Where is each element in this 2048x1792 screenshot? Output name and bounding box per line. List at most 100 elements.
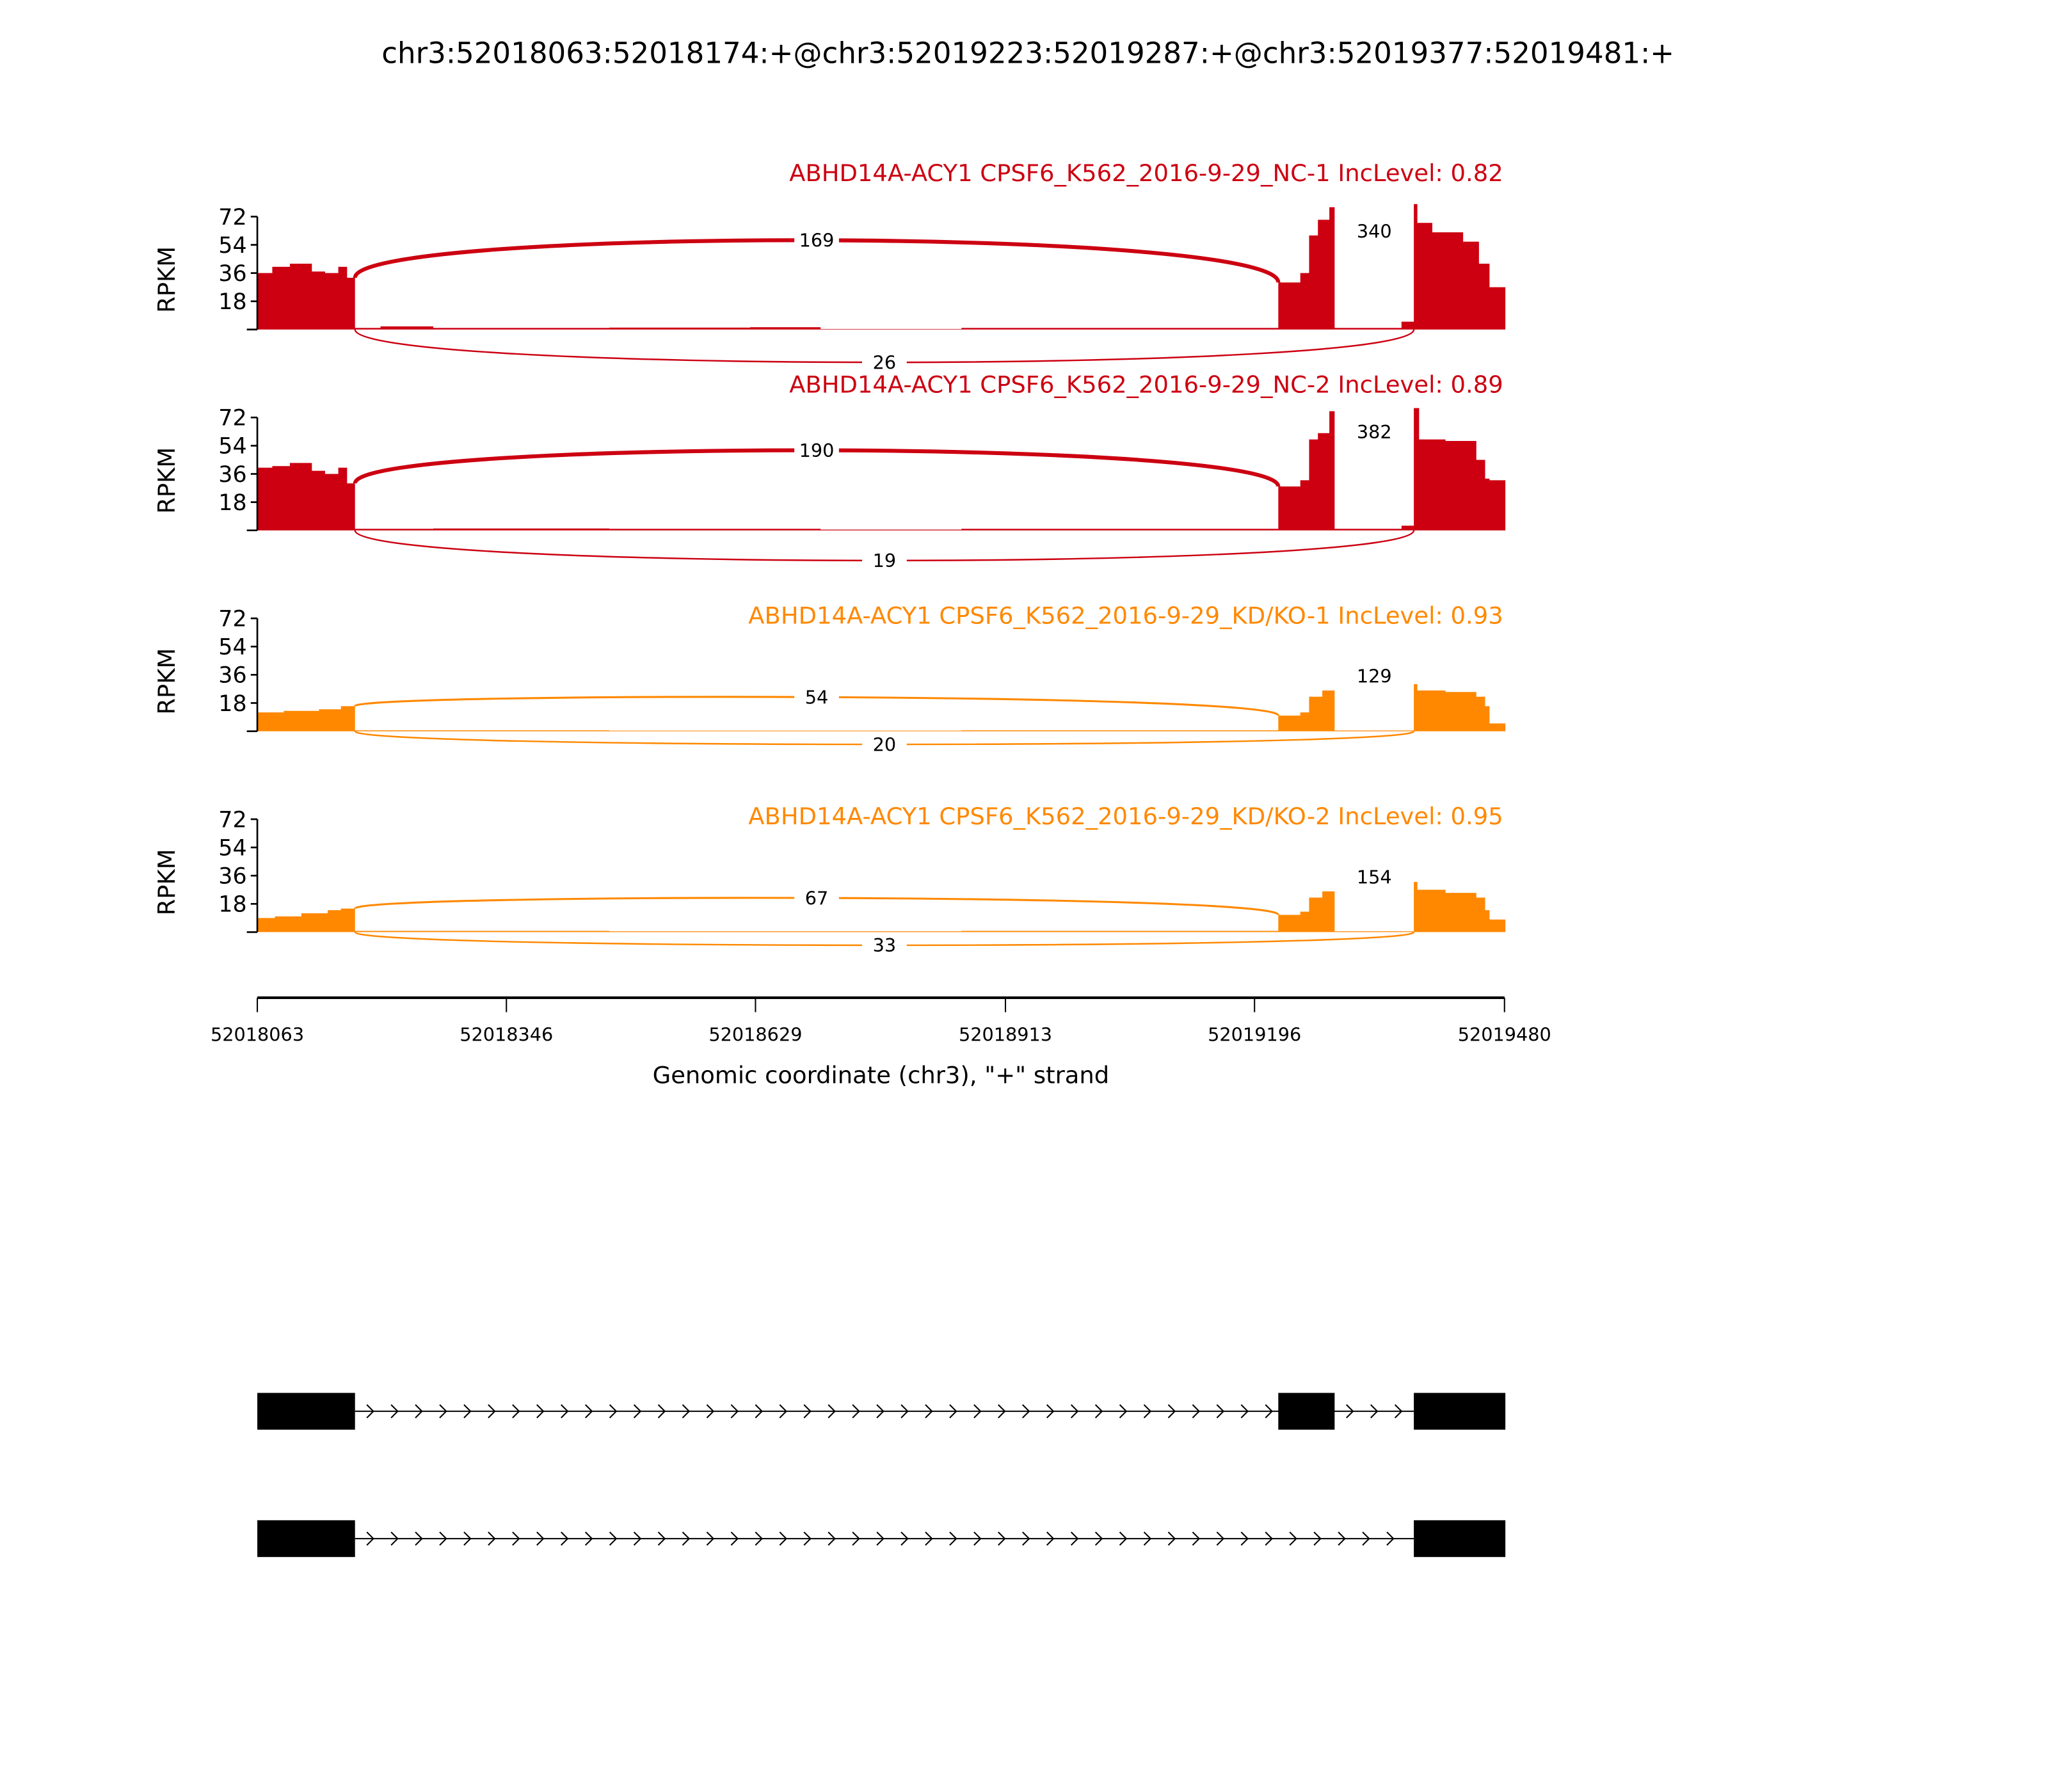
strand-arrow-icon bbox=[1362, 1532, 1370, 1546]
strand-arrow-icon bbox=[803, 1532, 812, 1546]
strand-arrow-icon bbox=[657, 1532, 666, 1546]
junction-count-exon1-exon3-bg bbox=[862, 933, 907, 957]
strand-arrow-icon bbox=[561, 1404, 569, 1419]
y-tick-label: 36 bbox=[218, 462, 246, 488]
strand-arrow-icon bbox=[633, 1404, 642, 1419]
coverage-area bbox=[257, 408, 1506, 531]
strand-arrow-icon bbox=[755, 1532, 764, 1546]
strand-arrow-icon bbox=[536, 1404, 545, 1419]
strand-arrow-icon bbox=[536, 1532, 545, 1546]
strand-arrow-icon bbox=[1070, 1404, 1079, 1419]
strand-arrow-icon bbox=[1313, 1532, 1322, 1546]
strand-arrow-icon bbox=[609, 1532, 618, 1546]
exon-block bbox=[1414, 1520, 1506, 1557]
strand-arrow-icon bbox=[463, 1532, 472, 1546]
x-tick-label: 52018063 bbox=[211, 1024, 304, 1046]
junction-count-exon1-exon3-bg bbox=[862, 350, 907, 374]
strand-arrow-icon bbox=[803, 1404, 812, 1419]
strand-arrow-icon bbox=[925, 1404, 933, 1419]
strand-arrow-icon bbox=[998, 1404, 1006, 1419]
exon-block bbox=[257, 1393, 355, 1430]
strand-arrow-icon bbox=[1094, 1404, 1103, 1419]
strand-arrow-icon bbox=[876, 1532, 884, 1546]
junction-count-exon1-exon2-bg bbox=[794, 886, 839, 910]
strand-arrow-icon bbox=[584, 1532, 593, 1546]
y-axis-label: RPKM bbox=[153, 246, 180, 313]
y-tick-label: 72 bbox=[218, 406, 246, 431]
exon-block bbox=[257, 1520, 355, 1557]
strand-arrow-icon bbox=[1370, 1404, 1379, 1419]
y-tick-label: 54 bbox=[218, 635, 246, 660]
junction-count-exon1-exon2: 54 bbox=[805, 686, 829, 708]
panel-title: ABHD14A-ACY1 CPSF6_K562_2016-9-29_NC-2 I… bbox=[789, 371, 1503, 398]
x-tick-label: 52018346 bbox=[460, 1024, 553, 1046]
strand-arrow-icon bbox=[561, 1532, 569, 1546]
strand-arrow-icon bbox=[1394, 1404, 1403, 1419]
panel-title: ABHD14A-ACY1 CPSF6_K562_2016-9-29_KD/KO-… bbox=[748, 803, 1503, 830]
strand-arrow-icon bbox=[682, 1404, 691, 1419]
y-tick-label: 36 bbox=[218, 261, 246, 287]
strand-arrow-icon bbox=[1289, 1532, 1297, 1546]
junction-count-exon1-exon2: 67 bbox=[805, 887, 829, 909]
strand-arrow-icon bbox=[512, 1532, 520, 1546]
transcript-2 bbox=[257, 1520, 1506, 1557]
strand-arrow-icon bbox=[852, 1532, 860, 1546]
strand-arrow-icon bbox=[1070, 1532, 1079, 1546]
strand-arrow-icon bbox=[390, 1532, 399, 1546]
strand-arrow-icon bbox=[900, 1532, 909, 1546]
junction-count-exon1-exon2: 169 bbox=[799, 230, 835, 252]
x-tick-label: 52018913 bbox=[959, 1024, 1052, 1046]
strand-arrow-icon bbox=[366, 1404, 374, 1419]
strand-arrow-icon bbox=[415, 1404, 423, 1419]
strand-arrow-icon bbox=[584, 1404, 593, 1419]
chart-title: chr3:52018063:52018174:+@chr3:52019223:5… bbox=[381, 36, 1674, 70]
strand-arrow-icon bbox=[755, 1404, 764, 1419]
x-tick-label: 52019196 bbox=[1208, 1024, 1301, 1046]
strand-arrow-icon bbox=[730, 1532, 739, 1546]
y-tick-label: 54 bbox=[218, 233, 246, 259]
y-axis-label: RPKM bbox=[153, 447, 180, 514]
strand-arrow-icon bbox=[1167, 1532, 1176, 1546]
junction-count-exon2-exon3: 340 bbox=[1357, 220, 1392, 242]
y-tick-label: 18 bbox=[218, 892, 246, 918]
strand-arrow-icon bbox=[1022, 1404, 1030, 1419]
junction-count-exon2-exon3: 129 bbox=[1357, 666, 1392, 687]
y-tick-label: 18 bbox=[218, 289, 246, 315]
coverage-area bbox=[257, 684, 1506, 732]
x-axis-label: Genomic coordinate (chr3), "+" strand bbox=[653, 1061, 1110, 1089]
strand-arrow-icon bbox=[1119, 1404, 1128, 1419]
panel-title: ABHD14A-ACY1 CPSF6_K562_2016-9-29_NC-1 I… bbox=[789, 159, 1503, 187]
strand-arrow-icon bbox=[1386, 1532, 1395, 1546]
strand-arrow-icon bbox=[1046, 1532, 1055, 1546]
y-tick-label: 72 bbox=[218, 205, 246, 230]
y-tick-label: 54 bbox=[218, 835, 246, 861]
strand-arrow-icon bbox=[1216, 1404, 1225, 1419]
strand-arrow-icon bbox=[949, 1404, 957, 1419]
exon-block bbox=[1414, 1393, 1506, 1430]
strand-arrow-icon bbox=[1119, 1532, 1128, 1546]
strand-arrow-icon bbox=[1265, 1404, 1273, 1419]
y-tick-label: 18 bbox=[218, 691, 246, 717]
y-axis-label: RPKM bbox=[153, 849, 180, 915]
x-axis: 52018063 52018346 52018629 52018913 52019196… bbox=[211, 996, 1551, 1046]
strand-arrow-icon bbox=[657, 1404, 666, 1419]
strand-arrow-icon bbox=[1216, 1532, 1225, 1546]
panel-title: ABHD14A-ACY1 CPSF6_K562_2016-9-29_KD/KO-… bbox=[748, 602, 1503, 629]
strand-arrow-icon bbox=[390, 1404, 399, 1419]
junction-count-exon2-exon3: 382 bbox=[1357, 421, 1392, 443]
exon-block bbox=[1278, 1393, 1335, 1430]
x-tick-label: 52018629 bbox=[708, 1024, 802, 1046]
strand-arrow-icon bbox=[512, 1404, 520, 1419]
y-axis-label: RPKM bbox=[153, 648, 180, 715]
strand-arrow-icon bbox=[925, 1532, 933, 1546]
junction-count-exon2-exon3: 154 bbox=[1357, 867, 1392, 888]
strand-arrow-icon bbox=[1346, 1404, 1354, 1419]
strand-arrow-icon bbox=[730, 1404, 739, 1419]
strand-arrow-icon bbox=[779, 1404, 788, 1419]
x-tick-label: 52019480 bbox=[1458, 1024, 1551, 1046]
junction-count-exon1-exon2: 190 bbox=[799, 440, 835, 461]
junction-count-exon1-exon3: 20 bbox=[873, 733, 897, 755]
junction-count-exon1-exon2-bg bbox=[794, 228, 839, 252]
